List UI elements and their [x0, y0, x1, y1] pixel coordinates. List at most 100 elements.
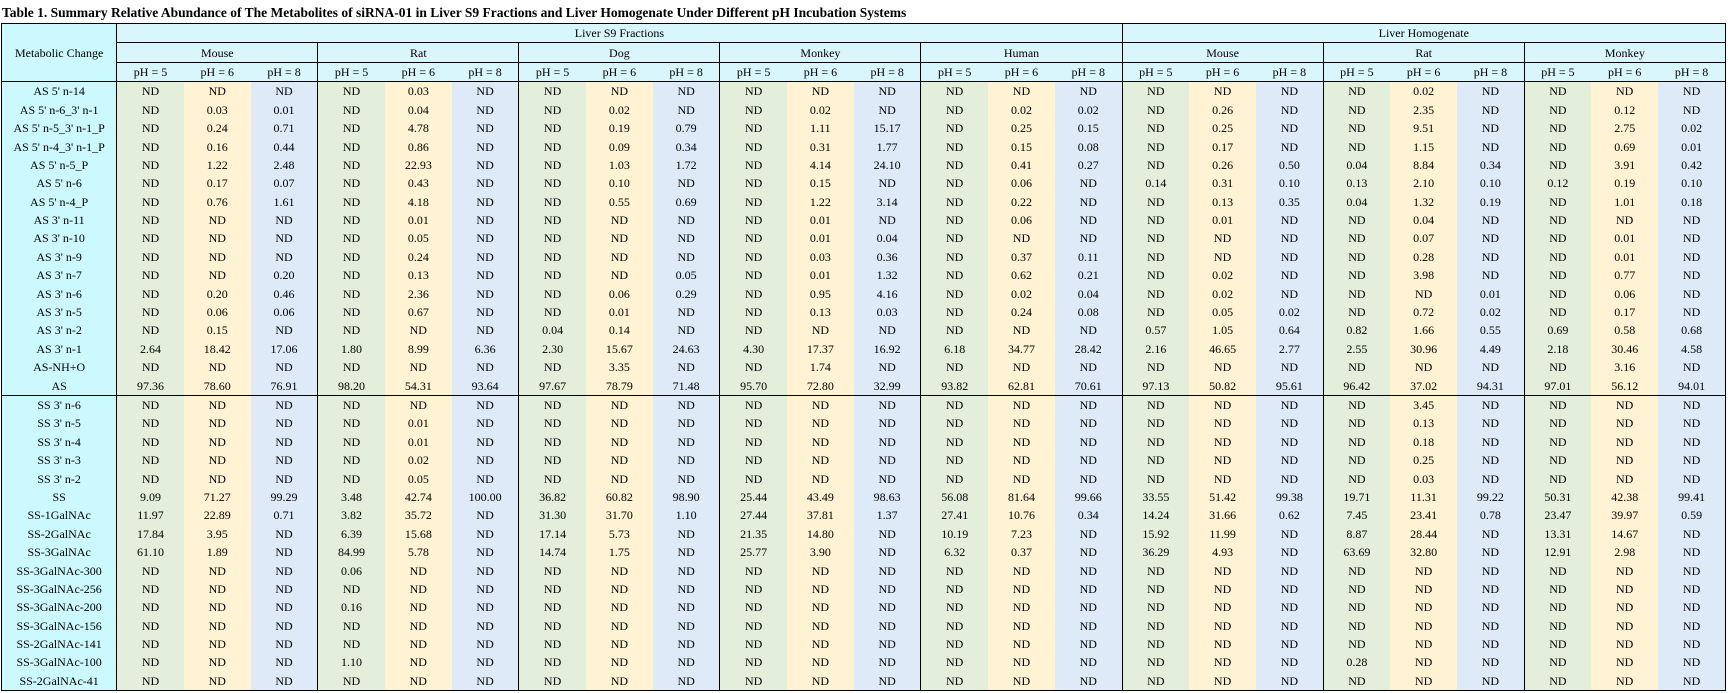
table-row: SS 3' n-4 ND ND ND ND 0.01 ND ND ND ND ND ND ND ND ND N… [1, 432, 1727, 451]
value-cell: 99.22 [1457, 487, 1525, 507]
value-cell: ND [786, 321, 854, 340]
table-row: AS 5' n-4_3' n-1_P ND 0.16 0.44 ND 0.86 ND ND 0.… [1, 137, 1727, 156]
value-cell: ND [1122, 284, 1190, 303]
value-cell: 1.10 [652, 506, 721, 525]
value-cell: ND [987, 432, 1055, 451]
value-cell: ND [1457, 634, 1525, 654]
value-cell: 0.19 [1457, 192, 1525, 211]
value-cell: 0.31 [786, 137, 854, 156]
value-cell: ND [786, 469, 854, 488]
value-cell: ND [317, 321, 385, 340]
value-cell: ND [987, 81, 1055, 101]
value-cell: ND [384, 671, 452, 691]
value-cell: 0.62 [1256, 506, 1324, 525]
value-cell: ND [1323, 616, 1391, 635]
value-cell: 3.90 [786, 542, 854, 562]
value-cell: 81.64 [987, 487, 1055, 507]
value-cell: 17.84 [116, 524, 184, 543]
value-cell: ND [1122, 598, 1190, 617]
value-cell: ND [317, 579, 385, 599]
value-cell: ND [1658, 598, 1727, 617]
value-cell: ND [116, 192, 184, 211]
row-label: AS 5' n-6 [1, 174, 118, 193]
value-cell: ND [920, 247, 988, 267]
value-cell: ND [920, 671, 988, 691]
value-cell: 1.80 [317, 339, 385, 359]
metabolite-table: Metabolic Change Liver S9 Fractions Liver… [1, 23, 1727, 692]
table-row: SS-2GalNAc-141 ND ND ND ND ND ND ND ND ND ND ND ND ND… [1, 634, 1727, 654]
value-cell: ND [585, 653, 653, 672]
value-cell: 2.30 [518, 339, 586, 359]
value-cell: ND [116, 321, 184, 340]
value-cell: ND [1457, 266, 1525, 285]
value-cell: 4.16 [853, 284, 922, 303]
value-cell: ND [451, 450, 520, 470]
value-cell: ND [920, 321, 988, 340]
value-cell: 97.36 [116, 376, 184, 396]
value-cell: ND [1054, 671, 1123, 691]
value-cell: ND [116, 210, 184, 230]
value-cell: 3.16 [1591, 358, 1659, 377]
value-cell: ND [116, 634, 184, 654]
value-cell: 99.66 [1054, 487, 1123, 507]
value-cell: ND [719, 671, 787, 691]
value-cell: ND [1457, 137, 1525, 156]
value-cell: 0.34 [652, 137, 721, 156]
value-cell: ND [250, 321, 319, 340]
value-cell: ND [518, 579, 586, 599]
value-cell: 39.97 [1591, 506, 1659, 525]
value-cell: ND [1054, 579, 1123, 599]
value-cell: 54.31 [384, 376, 452, 396]
value-cell: 0.42 [1658, 155, 1727, 175]
value-cell: ND [1189, 81, 1257, 101]
value-cell: 0.78 [1457, 506, 1525, 525]
value-cell: 12.91 [1524, 542, 1592, 562]
value-cell: 34.77 [987, 339, 1055, 359]
value-cell: ND [451, 302, 520, 322]
value-cell: ND [384, 579, 452, 599]
value-cell: ND [116, 598, 184, 617]
value-cell: ND [719, 284, 787, 303]
value-cell: ND [1256, 616, 1324, 635]
value-cell: 0.02 [384, 450, 452, 470]
value-cell: ND [1122, 137, 1190, 156]
value-cell: ND [518, 653, 586, 672]
value-cell: ND [384, 616, 452, 635]
value-cell: ND [183, 358, 251, 377]
value-cell: 0.14 [1122, 174, 1190, 193]
group-header-row: Metabolic Change Liver S9 Fractions Liver… [1, 23, 1727, 83]
group-header: Liver S9 Fractions [116, 23, 1123, 44]
value-cell: 0.82 [1323, 321, 1391, 340]
value-cell: ND [384, 395, 452, 415]
value-cell: 0.02 [1390, 81, 1458, 101]
value-cell: ND [1658, 81, 1727, 101]
value-cell: ND [1323, 671, 1391, 691]
value-cell: ND [652, 358, 721, 377]
value-cell: ND [518, 284, 586, 303]
value-cell: 3.95 [183, 524, 251, 543]
value-cell: 0.26 [1189, 155, 1257, 175]
value-cell: ND [1256, 469, 1324, 488]
value-cell: ND [183, 432, 251, 451]
value-cell: ND [1591, 616, 1659, 635]
value-cell: ND [1524, 192, 1592, 211]
value-cell: ND [451, 192, 520, 211]
value-cell: ND [585, 469, 653, 488]
table-row: AS 5' n-6 ND 0.17 0.07 ND 0.43 ND ND 0.10 ND ND 0.1… [1, 174, 1727, 193]
value-cell: ND [116, 118, 184, 138]
value-cell: ND [1323, 579, 1391, 599]
value-cell: ND [317, 358, 385, 377]
value-cell: ND [786, 653, 854, 672]
value-cell: ND [250, 671, 319, 691]
value-cell: 18.42 [183, 339, 251, 359]
value-cell: 22.89 [183, 506, 251, 525]
value-cell: 8.84 [1390, 155, 1458, 175]
value-cell: ND [317, 100, 385, 119]
value-cell: ND [719, 100, 787, 119]
ph-header: pH = 8 [1658, 62, 1727, 83]
value-cell: ND [719, 155, 787, 175]
table-row: AS-NH+O ND ND ND ND ND ND ND 3.35 ND ND 1.74 ND ND ND N… [1, 358, 1727, 377]
value-cell: ND [1189, 616, 1257, 635]
value-cell: ND [1122, 266, 1190, 285]
value-cell: ND [116, 174, 184, 193]
